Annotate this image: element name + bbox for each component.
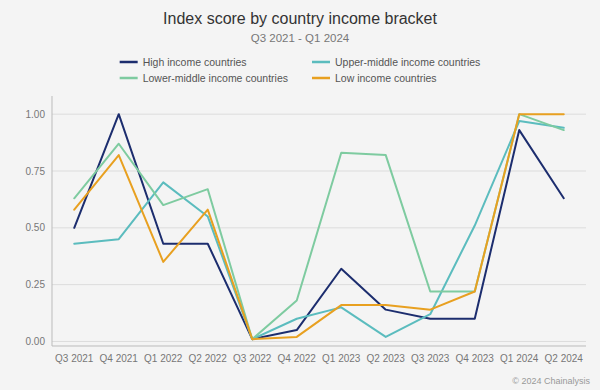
grid [52, 114, 586, 341]
x-tick-label: Q2 2024 [545, 353, 584, 364]
legend-swatch [312, 61, 330, 64]
chart: Index score by country income bracket Q3 … [0, 0, 600, 390]
x-tick-label: Q1 2024 [500, 353, 539, 364]
legend-label: Lower-middle income countries [143, 72, 288, 84]
x-tick-label: Q2 2023 [367, 353, 406, 364]
legend-swatch [120, 61, 138, 64]
legend-label: Low income countries [335, 72, 437, 84]
y-tick-label: 1.00 [26, 109, 46, 120]
y-tick-label: 0.00 [26, 336, 46, 347]
x-tick-label: Q4 2021 [100, 353, 139, 364]
grid-line [52, 341, 586, 342]
legend-item: Low income countries [312, 72, 437, 84]
x-axis-line [52, 346, 586, 347]
legend-item: Lower-middle income countries [120, 72, 288, 84]
x-tick-label: Q1 2022 [144, 353, 183, 364]
series-line [74, 114, 564, 339]
series-line [74, 114, 564, 339]
legend: High income countries Upper-middle income… [120, 56, 481, 84]
legend-item: Upper-middle income countries [312, 56, 480, 68]
x-tick-label: Q1 2023 [322, 353, 361, 364]
chart-container: Index score by country income bracket Q3 … [0, 0, 600, 390]
series-group [74, 114, 564, 339]
y-axis-line [52, 96, 53, 346]
y-tick-label: 0.75 [26, 166, 46, 177]
legend-item: High income countries [120, 56, 247, 68]
legend-label: High income countries [143, 56, 247, 68]
y-tick-label: 0.50 [26, 222, 46, 233]
x-tick-label: Q4 2022 [278, 353, 317, 364]
series-line [74, 114, 564, 339]
y-tick-label: 0.25 [26, 279, 46, 290]
legend-swatch [312, 77, 330, 80]
title: Index score by country income bracket [163, 10, 437, 27]
x-tick-label: Q3 2022 [233, 353, 272, 364]
grid-line [52, 114, 586, 115]
annotation: © 2024 Chainalysis [512, 376, 590, 386]
x-tick-label: Q4 2023 [456, 353, 495, 364]
legend-label: Upper-middle income countries [335, 56, 480, 68]
x-tick-label: Q3 2023 [411, 353, 450, 364]
x-tick-label: Q2 2022 [189, 353, 228, 364]
subtitle: Q3 2021 - Q1 2024 [251, 32, 350, 44]
legend-swatch [120, 77, 138, 80]
x-tick-label: Q3 2021 [55, 353, 94, 364]
grid-line [52, 284, 586, 285]
